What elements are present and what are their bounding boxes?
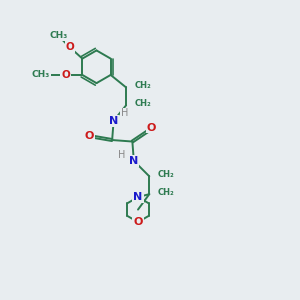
Text: H: H [118,150,126,160]
Text: CH₃: CH₃ [32,70,50,80]
Text: N: N [134,192,142,202]
Text: O: O [65,42,74,52]
Text: O: O [133,217,143,227]
Text: CH₂: CH₂ [134,81,151,90]
Text: CH₂: CH₂ [158,188,174,197]
Text: CH₂: CH₂ [158,170,174,179]
Text: O: O [147,123,156,133]
Text: O: O [61,70,70,80]
Text: N: N [109,116,118,126]
Text: O: O [85,131,94,141]
Text: CH₂: CH₂ [134,99,151,108]
Text: H: H [121,108,129,118]
Text: N: N [129,156,139,166]
Text: CH₃: CH₃ [50,31,68,40]
